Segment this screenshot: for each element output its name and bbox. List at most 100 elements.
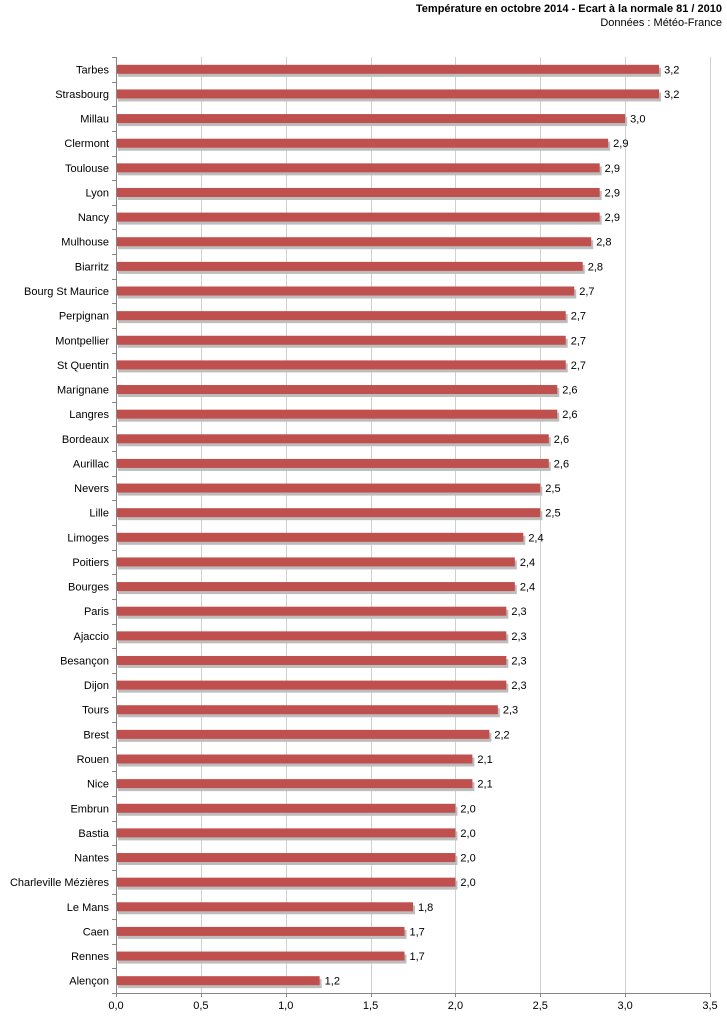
bar (116, 163, 600, 173)
bar (116, 655, 507, 665)
value-label: 2,9 (613, 138, 628, 150)
category-label: Montpellier (55, 335, 109, 347)
x-tick-label: 2,0 (448, 1000, 463, 1012)
category-label: Marignane (57, 385, 109, 397)
category-label: Bourg St Maurice (24, 286, 109, 298)
bars (116, 64, 662, 989)
x-tick-label: 1,0 (278, 1000, 293, 1012)
value-label: 2,0 (460, 828, 475, 840)
category-label: Paris (84, 606, 110, 618)
value-label: 2,5 (545, 508, 560, 520)
value-label: 2,6 (554, 434, 569, 446)
bar (116, 582, 515, 592)
bar (116, 261, 583, 271)
bar (116, 237, 592, 247)
value-label: 2,5 (545, 483, 560, 495)
x-tick-label: 3,0 (617, 1000, 632, 1012)
value-label: 2,2 (494, 729, 509, 741)
value-label: 2,7 (571, 335, 586, 347)
x-tick-label: 3,5 (702, 1000, 717, 1012)
category-label: Lille (89, 508, 109, 520)
bar (116, 311, 566, 321)
bar (116, 114, 626, 124)
value-label: 2,9 (605, 187, 620, 199)
bar (116, 606, 507, 616)
bar (116, 729, 490, 739)
bar (116, 754, 473, 764)
bar (116, 976, 320, 986)
value-label: 2,8 (596, 237, 611, 249)
bar (116, 434, 549, 444)
bar (116, 853, 456, 863)
category-label: Nancy (78, 212, 110, 224)
category-label: Bordeaux (62, 434, 110, 446)
bar (116, 89, 660, 99)
bar (116, 385, 558, 395)
value-label: 1,7 (410, 926, 425, 938)
bar (116, 631, 507, 641)
category-label: Besançon (60, 655, 109, 667)
value-label: 2,7 (571, 360, 586, 372)
value-label: 2,9 (605, 212, 620, 224)
bar (116, 532, 524, 542)
bar (116, 187, 600, 197)
bar (116, 212, 600, 222)
value-label: 2,3 (511, 631, 526, 643)
bar (116, 138, 609, 148)
category-label: St Quentin (57, 360, 109, 372)
category-label: Nevers (74, 483, 109, 495)
value-label: 2,3 (511, 606, 526, 618)
category-label: Nice (87, 779, 109, 791)
bar (116, 951, 405, 961)
labels: 0,0 0,5 1,0 1,5 2,0 2,5 3,0 3,5 Tarbes 3,2 Strasbo… (10, 64, 718, 1012)
category-label: Perpignan (59, 311, 109, 323)
category-label: Bourges (68, 582, 109, 594)
value-label: 2,7 (579, 286, 594, 298)
bar (116, 360, 566, 370)
category-label: Charleville Mézières (10, 877, 110, 889)
x-tick-label: 0,5 (193, 1000, 208, 1012)
value-label: 2,6 (554, 458, 569, 470)
value-label: 1,2 (325, 976, 340, 988)
bar (116, 828, 456, 838)
category-label: Rouen (77, 754, 109, 766)
category-label: Aurillac (73, 458, 110, 470)
category-label: Brest (83, 729, 109, 741)
chart-title: Température en octobre 2014 - Ecart à la… (416, 3, 722, 15)
value-label: 3,2 (664, 89, 679, 101)
x-tick-label: 2,5 (533, 1000, 548, 1012)
category-label: Langres (69, 409, 109, 421)
value-label: 2,1 (477, 779, 492, 791)
x-tick-label: 0,0 (108, 1000, 123, 1012)
category-label: Tours (82, 705, 109, 717)
bar (116, 335, 566, 345)
category-label: Embrun (70, 803, 109, 815)
bar (116, 902, 413, 912)
bar (116, 779, 473, 789)
bar (116, 483, 541, 493)
value-label: 2,4 (520, 557, 535, 569)
value-label: 2,3 (511, 680, 526, 692)
value-label: 1,8 (418, 902, 433, 914)
bar (116, 286, 575, 296)
value-label: 2,1 (477, 754, 492, 766)
category-label: Alençon (69, 976, 109, 988)
bar (116, 705, 498, 715)
bar (116, 877, 456, 887)
category-label: Tarbes (76, 64, 110, 76)
value-label: 2,3 (511, 655, 526, 667)
category-label: Lyon (86, 187, 109, 199)
bar (116, 508, 541, 518)
bar (116, 458, 549, 468)
bar (116, 926, 405, 936)
category-label: Clermont (64, 138, 109, 150)
category-label: Strasbourg (55, 89, 109, 101)
value-label: 2,9 (605, 163, 620, 175)
category-label: Nantes (74, 853, 109, 865)
x-tick-label: 1,5 (363, 1000, 378, 1012)
value-label: 2,0 (460, 877, 475, 889)
category-label: Mulhouse (61, 237, 109, 249)
value-label: 2,4 (528, 532, 543, 544)
axes (112, 57, 711, 997)
